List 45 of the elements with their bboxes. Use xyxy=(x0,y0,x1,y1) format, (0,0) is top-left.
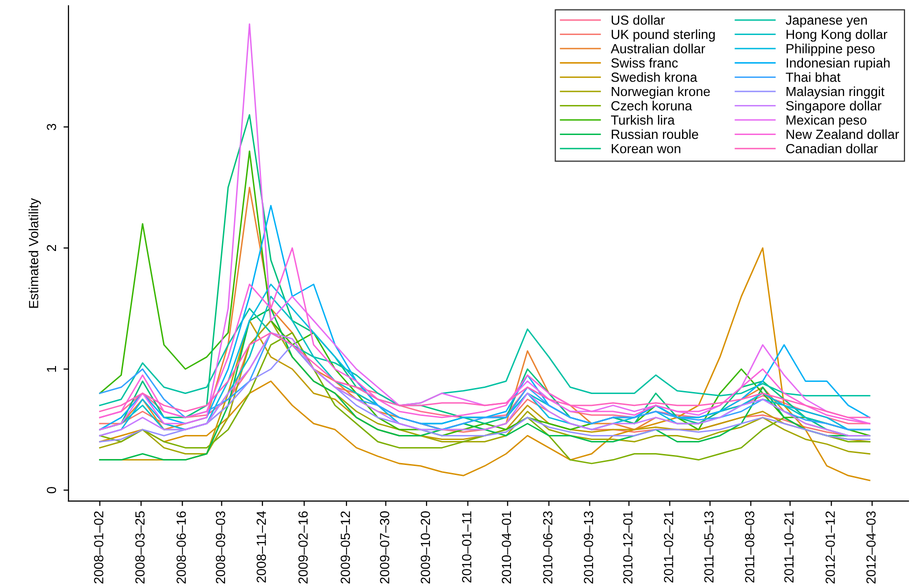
legend-label: Australian dollar xyxy=(610,44,706,54)
x-tick-label: 2012–04–03 xyxy=(866,511,876,584)
x-tick-label: 2008–01–02 xyxy=(94,511,104,584)
legend-label: New Zealand dollar xyxy=(786,129,899,140)
legend-label: Singapore dollar xyxy=(786,100,882,114)
legend-label: Thai bhat xyxy=(786,72,840,82)
y-tick-label: 2 xyxy=(46,244,56,251)
legend-label: Philippine peso xyxy=(786,44,874,56)
x-tick-label: 2010–06–23 xyxy=(543,511,552,584)
legend-label: Norwegian krone xyxy=(612,86,710,99)
legend-label: Czech koruna xyxy=(611,100,692,110)
y-tick-label: 0 xyxy=(46,486,56,494)
x-tick-label: 2010–01–11 xyxy=(462,511,472,582)
y-tick-label: 3 xyxy=(46,124,56,130)
legend-label: Mexican peso xyxy=(786,115,866,128)
y-tick-label: 1 xyxy=(46,366,56,372)
x-tick-label: 2011–02–21 xyxy=(664,511,674,582)
x-tick-label: 2008–03–25 xyxy=(135,511,145,584)
legend-label: Hong Kong dollar xyxy=(786,29,888,42)
y-axis-title: Estimated Volatility xyxy=(28,198,41,308)
legend-label: Turkish lira xyxy=(611,115,675,125)
x-tick-label: 2009–02–16 xyxy=(298,511,308,584)
x-tick-label: 2010–04–01 xyxy=(502,511,512,584)
x-tick-label: 2009–05–12 xyxy=(340,511,350,584)
x-tick-label: 2009–07–30 xyxy=(380,511,390,584)
x-tick-label: 2011–05–13 xyxy=(704,511,714,582)
x-tick-label: 2008–06–16 xyxy=(176,511,186,584)
x-tick-label: 2010–12–01 xyxy=(623,511,632,584)
legend-label: Swiss franc xyxy=(611,58,678,68)
x-tick-label: 2009–10–20 xyxy=(420,511,430,584)
legend-label: Swedish krona xyxy=(611,72,698,82)
legend-label: Indonesian rupiah xyxy=(786,58,890,70)
legend-label: Korean won xyxy=(612,144,680,154)
legend-label: Malaysian ringgit xyxy=(786,86,884,99)
x-tick-label: 2011–10–21 xyxy=(784,511,794,582)
legend-label: Japanese yen xyxy=(786,16,867,28)
legend-label: Canadian dollar xyxy=(786,144,878,154)
x-tick-label: 2012–01–12 xyxy=(826,511,835,584)
x-tick-label: 2008–11–24 xyxy=(256,511,266,582)
x-tick-label: 2011–08–03 xyxy=(744,511,754,582)
legend-label: US dollar xyxy=(612,15,665,25)
x-tick-label: 2008–09–03 xyxy=(216,511,226,584)
x-tick-label: 2010–09–13 xyxy=(584,511,594,584)
legend-label: UK pound sterling xyxy=(612,29,715,42)
legend-label: Russian rouble xyxy=(612,129,698,140)
